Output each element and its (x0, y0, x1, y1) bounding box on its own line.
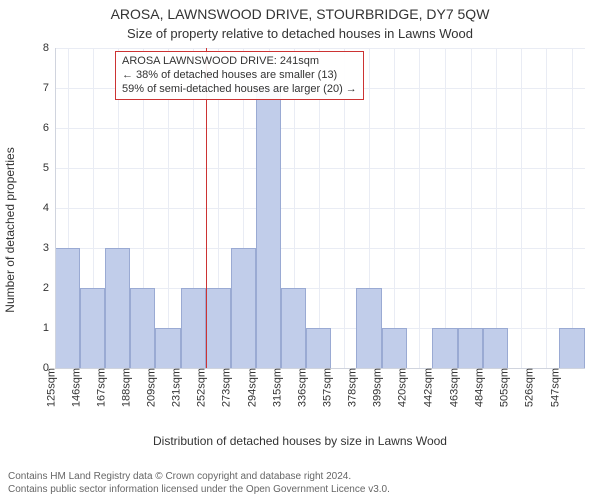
annotation-line: ← 38% of detached houses are smaller (13… (122, 69, 357, 83)
histogram-bar (206, 288, 231, 368)
annotation-box: AROSA LAWNSWOOD DRIVE: 241sqm← 38% of de… (115, 51, 364, 100)
gridline-v (445, 48, 446, 368)
histogram-bar (559, 328, 585, 368)
footer-line2: Contains public sector information licen… (8, 484, 390, 497)
gridline-h (55, 128, 585, 129)
x-tick-label: 357sqm (315, 368, 333, 407)
x-tick-label: 505sqm (492, 368, 510, 407)
x-tick-label: 209sqm (139, 368, 157, 407)
x-tick-label: 273sqm (215, 368, 233, 407)
gridline-h (55, 248, 585, 249)
x-axis-label: Distribution of detached houses by size … (0, 434, 600, 448)
gridline-h (55, 168, 585, 169)
histogram-bar (281, 288, 306, 368)
x-tick-label: 125sqm (39, 368, 57, 407)
histogram-bar (306, 328, 331, 368)
histogram-bar (256, 88, 281, 368)
gridline-v (419, 48, 420, 368)
x-tick-label: 442sqm (416, 368, 434, 407)
x-tick-label: 315sqm (265, 368, 283, 407)
histogram-bar (105, 248, 130, 368)
y-tick-label: 7 (43, 82, 55, 94)
footer-line1: Contains HM Land Registry data © Crown c… (8, 471, 390, 484)
y-tick-label: 1 (43, 322, 55, 334)
x-tick-label: 547sqm (543, 368, 561, 407)
histogram-bar (356, 288, 381, 368)
x-tick-label: 252sqm (190, 368, 208, 407)
x-tick-label: 294sqm (240, 368, 258, 407)
footer-attribution: Contains HM Land Registry data © Crown c… (8, 471, 390, 496)
annotation-line: 59% of semi-detached houses are larger (… (122, 83, 357, 97)
gridline-v (521, 48, 522, 368)
x-tick-label: 526sqm (518, 368, 536, 407)
y-tick-label: 5 (43, 162, 55, 174)
y-axis-line (55, 48, 56, 368)
annotation-line: AROSA LAWNSWOOD DRIVE: 241sqm (122, 55, 357, 69)
y-tick-label: 4 (43, 202, 55, 214)
x-tick-label: 231sqm (165, 368, 183, 407)
x-tick-label: 167sqm (89, 368, 107, 407)
y-tick-label: 8 (43, 42, 55, 54)
gridline-h (55, 208, 585, 209)
histogram-bar (458, 328, 483, 368)
x-tick-label: 378sqm (340, 368, 358, 407)
histogram-bar (130, 288, 155, 368)
y-tick-label: 2 (43, 282, 55, 294)
y-tick-label: 6 (43, 122, 55, 134)
histogram-bar (80, 288, 105, 368)
gridline-v (572, 48, 573, 368)
plot-area: 012345678125sqm146sqm167sqm188sqm209sqm2… (55, 48, 585, 368)
histogram-bar (181, 288, 206, 368)
chart-title-line1: AROSA, LAWNSWOOD DRIVE, STOURBRIDGE, DY7… (0, 6, 600, 22)
gridline-v (471, 48, 472, 368)
y-tick-label: 3 (43, 242, 55, 254)
x-tick-label: 336sqm (290, 368, 308, 407)
gridline-v (394, 48, 395, 368)
gridline-v (546, 48, 547, 368)
histogram-bar (55, 248, 80, 368)
x-tick-label: 188sqm (114, 368, 132, 407)
gridline-v (496, 48, 497, 368)
histogram-bar (432, 328, 458, 368)
gridline-h (55, 48, 585, 49)
histogram-bar (231, 248, 256, 368)
chart-container: AROSA, LAWNSWOOD DRIVE, STOURBRIDGE, DY7… (0, 0, 600, 500)
histogram-bar (382, 328, 407, 368)
histogram-bar (155, 328, 180, 368)
chart-title-line2: Size of property relative to detached ho… (0, 26, 600, 41)
x-tick-label: 420sqm (391, 368, 409, 407)
x-tick-label: 146sqm (64, 368, 82, 407)
x-tick-label: 399sqm (366, 368, 384, 407)
histogram-bar (483, 328, 508, 368)
x-tick-label: 484sqm (467, 368, 485, 407)
x-tick-label: 463sqm (442, 368, 460, 407)
y-axis-label: Number of detached properties (3, 147, 17, 312)
